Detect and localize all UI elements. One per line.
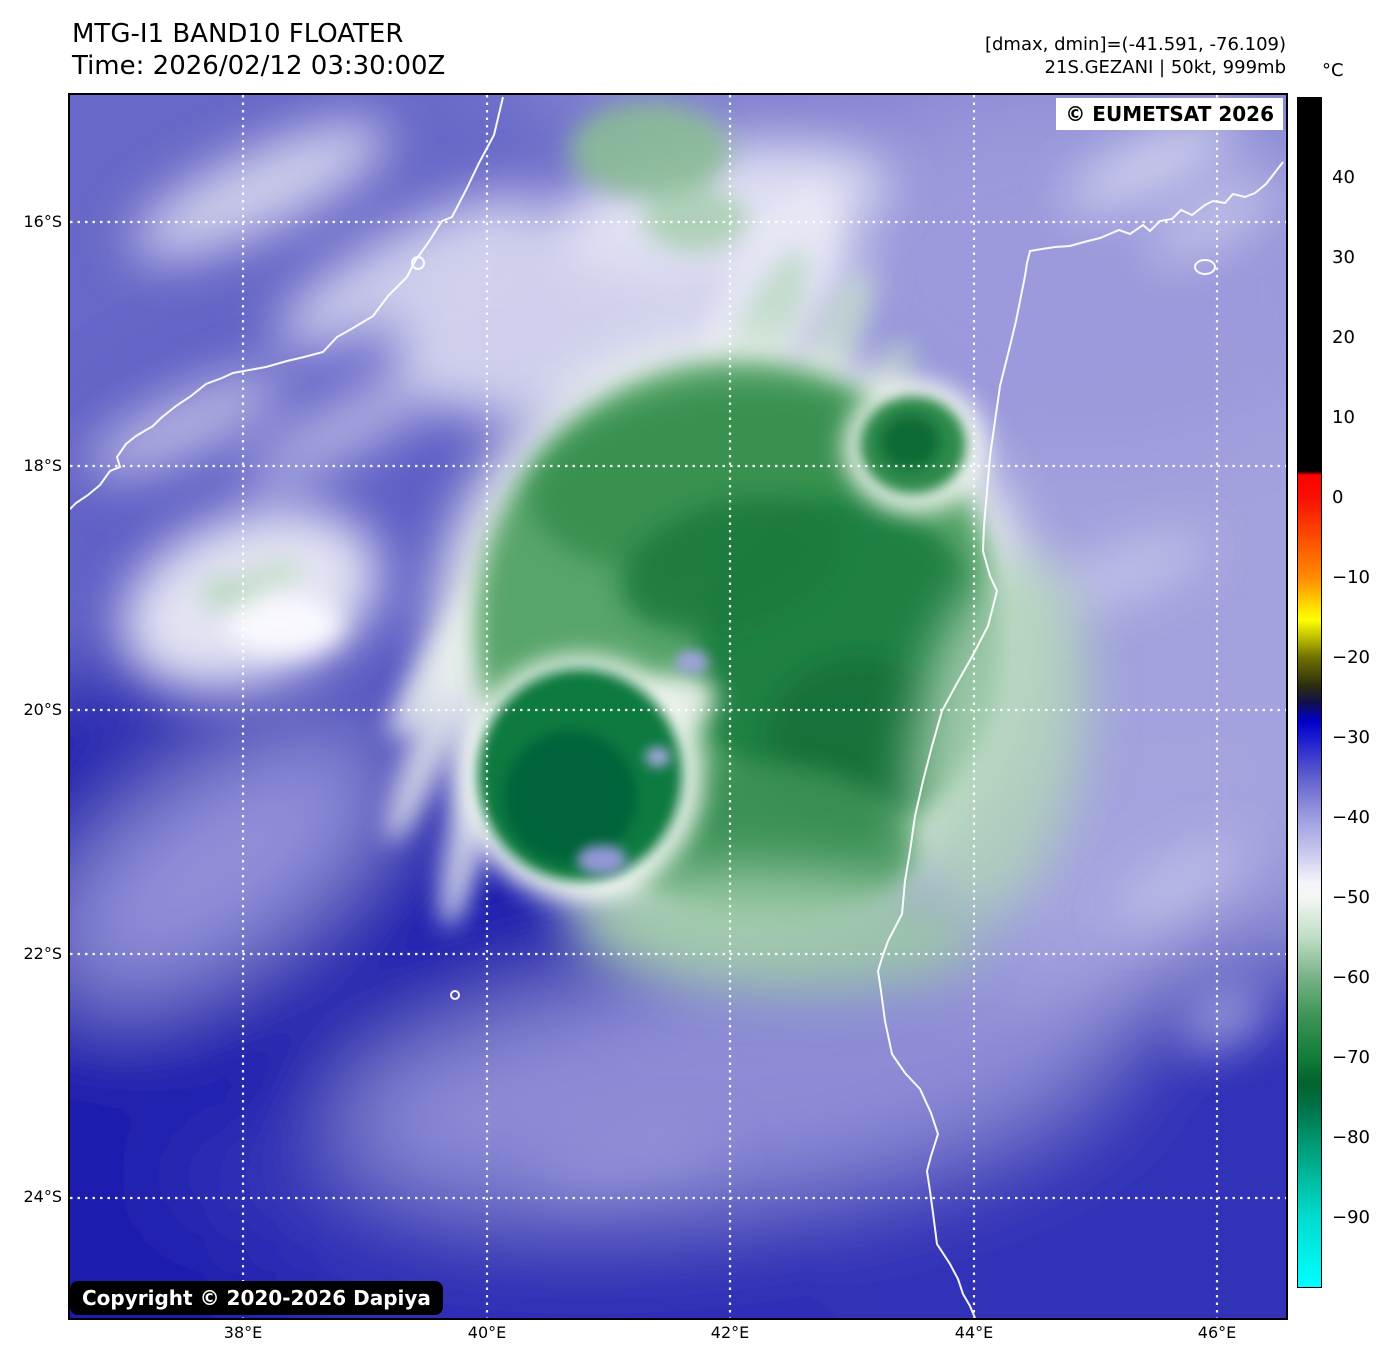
figure-title: MTG-I1 BAND10 FLOATER Time: 2026/02/12 0… [72,18,445,82]
coldest-cell-core [504,731,636,863]
coastlines [70,96,1284,1318]
lat-tick-22s: 22°S [23,944,62,963]
cbar-tick-0: 0 [1332,487,1344,508]
cbar-tick-m30: −30 [1332,727,1370,748]
cbar-tick-m80: −80 [1332,1127,1370,1148]
annotation-dmax-dmin: [dmax, dmin]=(-41.591, -76.109) [984,34,1286,55]
cbar-tick-20: 20 [1332,327,1355,348]
lat-tick-18s: 18°S [23,456,62,475]
annotation-storm-info: 21S.GEZANI | 50kt, 999mb [1044,57,1286,78]
cbar-tick-m20: −20 [1332,647,1370,668]
cyclone-cold-canopy [433,340,1090,993]
coastal-lagoon-outline [411,256,425,270]
secondary-convective-cell [843,381,987,513]
cbar-tick-m50: −50 [1332,887,1370,908]
cbar-tick-m90: −90 [1332,1207,1370,1228]
cbar-tick-40: 40 [1332,167,1355,188]
lon-tick-40e: 40°E [467,1323,507,1342]
small-island-outline [450,990,460,1000]
temperature-colorbar [1297,97,1322,1288]
madagascar-coastline [876,161,1284,1318]
lon-tick-46e: 46°E [1197,1323,1237,1342]
africa-coastline [70,96,504,510]
inland-lake-outline [1194,259,1216,275]
cbar-tick-10: 10 [1332,407,1355,428]
eumetsat-credit-badge: © EUMETSAT 2026 [1056,98,1283,130]
lat-tick-16s: 16°S [23,212,62,231]
lon-tick-42e: 42°E [710,1323,750,1342]
cbar-tick-m70: −70 [1332,1047,1370,1068]
cbar-tick-m60: −60 [1332,967,1370,988]
lat-tick-20s: 20°S [23,700,62,719]
satellite-ir-scene [70,95,1286,1318]
graticule [70,95,1286,1318]
lat-tick-24s: 24°S [23,1187,62,1206]
figure-annotations: [dmax, dmin]=(-41.591, -76.109) 21S.GEZA… [985,33,1286,79]
cbar-tick-m40: −40 [1332,807,1370,828]
cbar-tick-30: 30 [1332,247,1355,268]
lon-tick-38e: 38°E [223,1323,263,1342]
map-canvas: © EUMETSAT 2026 Copyright © 2020-2026 Da… [68,93,1288,1320]
title-line-time: Time: 2026/02/12 03:30:00Z [72,51,446,81]
cbar-tick-m10: −10 [1332,567,1370,588]
lon-tick-44e: 44°E [954,1323,994,1342]
copyright-badge: Copyright © 2020-2026 Dapiya [70,1281,443,1315]
colorbar-unit-label: °C [1322,60,1344,81]
title-line-product: MTG-I1 BAND10 FLOATER [72,19,404,49]
